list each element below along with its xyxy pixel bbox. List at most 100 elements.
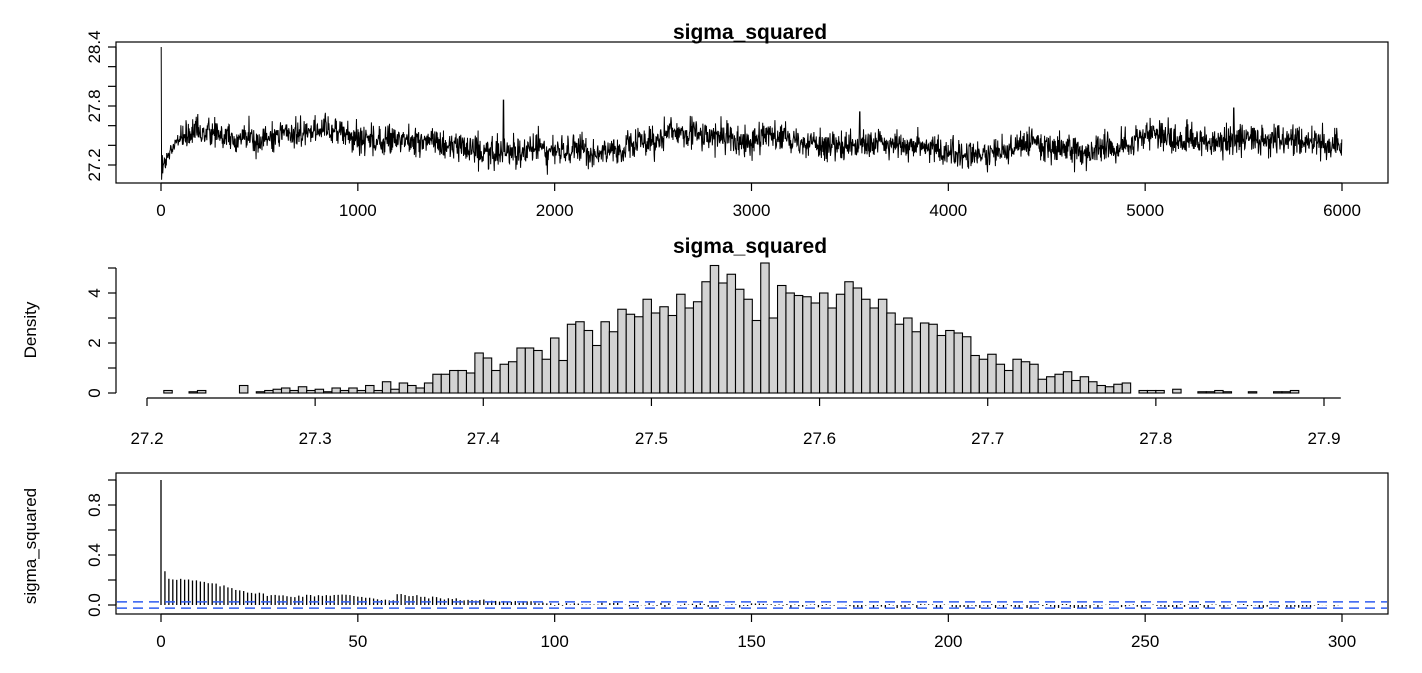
histogram-bar: [1121, 382, 1132, 394]
histogram-bar: [751, 319, 762, 394]
histogram-bar: [499, 363, 510, 394]
histogram-bar: [541, 358, 552, 394]
histogram-bar: [987, 353, 997, 394]
histogram-bar: [734, 288, 745, 394]
histogram-bar: [1071, 379, 1081, 394]
histogram-bar: [894, 323, 905, 394]
histogram-bar: [743, 298, 753, 394]
trace-y-tick-label: 27.8: [85, 89, 104, 122]
histogram-bar: [196, 389, 207, 394]
histogram-bar: [1054, 373, 1064, 394]
histogram-bar: [583, 329, 594, 394]
histogram-bar: [625, 313, 636, 394]
histogram-bar: [558, 359, 568, 394]
histogram-bar: [844, 281, 854, 394]
histogram-bar: [507, 361, 518, 394]
histogram-bar: [709, 264, 720, 394]
histogram-bar: [642, 298, 652, 394]
histogram-bar: [726, 273, 737, 394]
histogram-bar: [516, 347, 526, 394]
histogram-bar: [238, 384, 249, 394]
acf-x-tick-label: 100: [540, 632, 568, 651]
histogram-bar: [970, 354, 980, 394]
histogram-bar: [1088, 381, 1098, 394]
trace-x-tick-label: 6000: [1323, 201, 1361, 220]
histogram-bar: [264, 389, 274, 394]
histogram-bar: [1003, 369, 1014, 394]
trace-y-tick-label: 28.4: [85, 30, 104, 63]
histogram-bar: [995, 363, 1006, 394]
histogram-bar: [1155, 389, 1165, 394]
histogram-bar: [903, 317, 913, 394]
histogram-y-axis: 0 2 4: [85, 267, 117, 398]
histogram-bar: [869, 307, 879, 394]
acf-confidence-lines: [117, 601, 1387, 609]
histogram-bar: [390, 388, 400, 394]
histogram-bar: [280, 387, 291, 394]
histogram-bar: [692, 301, 703, 394]
histogram-bar: [676, 293, 686, 394]
histogram-bar: [314, 388, 325, 394]
histogram-bar: [1062, 371, 1073, 394]
histogram-bar: [1289, 389, 1300, 394]
trace-plot-panel: sigma_squared 0 1000 2000 3000 4000 5000 6000 …: [85, 21, 1389, 220]
histogram-bar: [524, 347, 535, 394]
histogram-x-tick-label: 27.7: [971, 429, 1004, 448]
histogram-y-tick-label: 0: [85, 388, 104, 397]
histogram-bar: [1197, 391, 1207, 394]
histogram-bar: [608, 331, 619, 394]
acf-x-tick-label: 250: [1131, 632, 1159, 651]
histogram-bar: [373, 389, 383, 394]
trace-x-tick-label: 5000: [1126, 201, 1164, 220]
trace-line: [160, 46, 1343, 180]
histogram-bar: [491, 369, 501, 394]
histogram-bar: [961, 336, 972, 394]
trace-plot-title: sigma_squared: [673, 21, 827, 44]
histogram-bar: [306, 389, 316, 394]
trace-plot-x-axis: 0 1000 2000 3000 4000 5000 6000: [156, 182, 1361, 220]
histogram-bar: [684, 307, 695, 394]
histogram-bar: [634, 316, 644, 394]
histogram-bar: [852, 287, 863, 394]
histogram-bar: [827, 307, 837, 394]
trace-plot-y-axis: 27.2 27.8 28.4: [85, 30, 117, 182]
histogram-bar: [768, 317, 779, 394]
histogram-bar: [1113, 383, 1123, 394]
histogram-x-tick-label: 27.2: [130, 429, 163, 448]
acf-y-label: sigma_squared: [21, 488, 40, 604]
histogram-bar: [1273, 391, 1283, 394]
histogram-bar: [936, 334, 947, 394]
histogram-bar: [802, 296, 812, 394]
trace-x-tick-label: 1000: [339, 201, 377, 220]
histogram-bar: [381, 381, 392, 394]
histogram-bar: [886, 312, 896, 394]
acf-y-tick-label: 0.0: [85, 593, 104, 617]
histogram-bar: [365, 384, 375, 394]
acf-y-tick-label: 0.8: [85, 493, 104, 517]
trace-x-tick-label: 0: [156, 201, 165, 220]
histogram-bar: [659, 306, 669, 394]
acf-x-tick-label: 50: [348, 632, 367, 651]
histogram-bar: [928, 323, 938, 394]
histogram-bar: [1104, 386, 1115, 394]
histogram-bar: [978, 358, 989, 394]
histogram-bar: [457, 369, 468, 394]
histogram-bar: [810, 302, 821, 394]
histogram-y-tick-label: 4: [85, 288, 104, 297]
histogram-bar: [533, 349, 543, 394]
histogram-bar: [785, 292, 795, 394]
histogram-bar: [1037, 378, 1048, 394]
histogram-bar: [1172, 388, 1182, 394]
histogram-bar: [482, 357, 493, 394]
histogram-bar: [339, 389, 350, 394]
histogram-bar: [272, 388, 283, 394]
histogram-bar: [945, 329, 955, 394]
histogram-bar: [617, 308, 627, 394]
histogram-bar: [465, 372, 476, 394]
histogram-bar: [877, 298, 888, 394]
histogram-bar: [592, 344, 602, 394]
histogram-bar: [432, 373, 442, 394]
histogram-bar: [474, 352, 484, 394]
histogram-bar: [760, 262, 770, 394]
